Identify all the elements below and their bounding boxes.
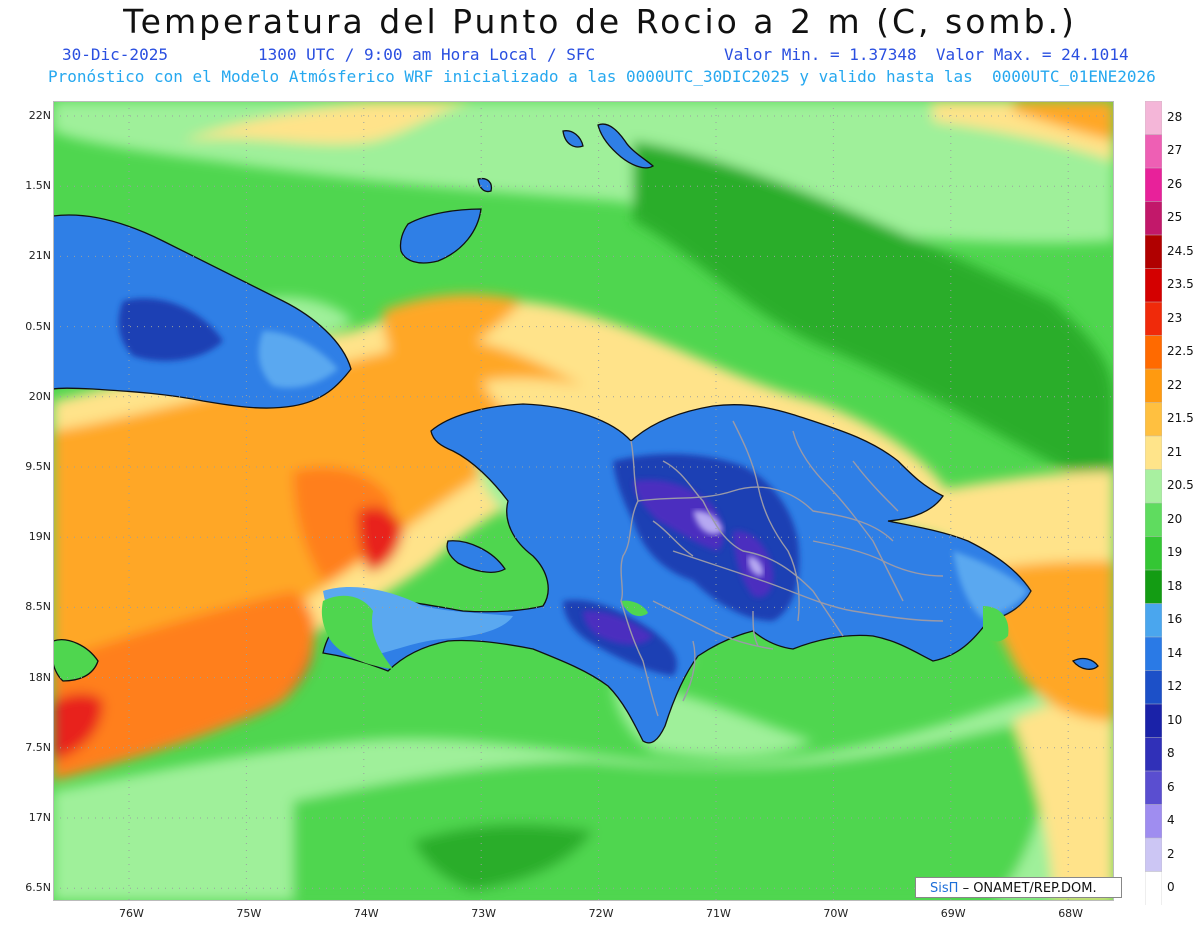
longitude-label: 72W bbox=[588, 907, 614, 920]
longitude-label: 70W bbox=[823, 907, 849, 920]
colorbar-swatch bbox=[1145, 569, 1162, 605]
system-logo-text: SisΠ bbox=[930, 881, 959, 896]
latitude-label: 20N bbox=[28, 389, 51, 403]
longitude-label: 74W bbox=[353, 907, 379, 920]
colorbar-swatch bbox=[1145, 234, 1162, 270]
colorbar-label: 21 bbox=[1167, 444, 1183, 459]
colorbar-label: 0 bbox=[1167, 880, 1175, 895]
credit-box: SisΠ – ONAMET/REP.DOM. bbox=[915, 877, 1122, 898]
colorbar-swatch bbox=[1145, 301, 1162, 337]
longitude-label: 68W bbox=[1058, 907, 1084, 920]
colorbar-label: 6 bbox=[1167, 779, 1175, 794]
colorbar-label: 12 bbox=[1167, 679, 1183, 694]
latitude-label: 8.5N bbox=[25, 600, 51, 614]
longitude-label: 76W bbox=[119, 907, 144, 920]
colorbar-swatch bbox=[1145, 268, 1162, 303]
colorbar-swatch bbox=[1145, 435, 1162, 471]
colorbar-swatch bbox=[1145, 502, 1162, 538]
colorbar-swatch bbox=[1145, 101, 1162, 136]
latitude-label: 22N bbox=[28, 109, 51, 122]
colorbar-label: 16 bbox=[1167, 612, 1183, 627]
min-max-values: Valor Min. = 1.37348 Valor Max. = 24.101… bbox=[724, 45, 1129, 64]
gonave-island bbox=[446, 540, 506, 573]
colorbar-label: 22.5 bbox=[1167, 344, 1194, 359]
province-borders bbox=[620, 420, 944, 717]
latitude-label: 0.5N bbox=[25, 319, 51, 333]
colorbar-swatch bbox=[1145, 134, 1162, 169]
latitude-label: 1.5N bbox=[25, 179, 51, 193]
colorbar-label: 20 bbox=[1167, 511, 1183, 526]
dewpoint-colorbar bbox=[1145, 101, 1162, 905]
latitude-label: 17N bbox=[28, 811, 51, 824]
colorbar-label: 21.5 bbox=[1167, 411, 1194, 426]
longitude-label: 71W bbox=[706, 907, 731, 920]
colorbar-label: 2 bbox=[1167, 846, 1175, 861]
colorbar-label: 28 bbox=[1167, 109, 1183, 124]
colorbar-label: 20.5 bbox=[1167, 478, 1194, 493]
colorbar-swatch bbox=[1145, 536, 1162, 571]
colorbar-swatch bbox=[1145, 603, 1162, 638]
colorbar-swatch bbox=[1145, 703, 1162, 739]
colorbar-swatch bbox=[1145, 335, 1162, 370]
colorbar-label: 27 bbox=[1167, 143, 1183, 158]
latitude-label: 18N bbox=[28, 670, 51, 684]
latitude-label: 19N bbox=[28, 530, 51, 544]
latitude-label: 6.5N bbox=[25, 881, 51, 895]
colorbar-swatch bbox=[1145, 402, 1162, 437]
colorbar-label: 23 bbox=[1167, 310, 1183, 325]
turks-caicos-islands bbox=[597, 123, 655, 169]
latitude-label: 21N bbox=[28, 249, 51, 263]
map-title: Temperatura del Punto de Rocio a 2 m (C,… bbox=[123, 2, 1077, 41]
colorbar-swatch bbox=[1145, 636, 1162, 672]
colorbar-label: 4 bbox=[1167, 813, 1175, 828]
colorbar-label: 19 bbox=[1167, 545, 1183, 560]
forecast-info: Pronóstico con el Modelo Atmósferico WRF… bbox=[48, 67, 1156, 86]
colorbar-swatch bbox=[1145, 670, 1162, 705]
colorbar-label: 25 bbox=[1167, 210, 1183, 225]
graticule bbox=[53, 101, 1114, 901]
longitude-label: 75W bbox=[236, 907, 262, 920]
colorbar-swatch bbox=[1145, 201, 1162, 236]
colorbar-label: 23.5 bbox=[1167, 277, 1194, 292]
colorbar-label: 18 bbox=[1167, 578, 1183, 593]
colorbar-label: 8 bbox=[1167, 746, 1175, 761]
colorbar-label: 14 bbox=[1167, 645, 1183, 660]
valid-date: 30-Dic-2025 bbox=[62, 45, 168, 64]
hispaniola-island bbox=[321, 403, 1032, 744]
latitude-label: 7.5N bbox=[25, 740, 51, 754]
colorbar-swatch bbox=[1145, 167, 1162, 203]
colorbar-label: 10 bbox=[1167, 712, 1183, 727]
colorbar-swatch bbox=[1145, 737, 1162, 772]
colorbar-swatch bbox=[1145, 368, 1162, 404]
colorbar-label: 24.5 bbox=[1167, 243, 1194, 258]
colorbar-swatch bbox=[1145, 871, 1162, 905]
agency-credit: – ONAMET/REP.DOM. bbox=[962, 881, 1097, 896]
dewpoint-map bbox=[53, 101, 1114, 901]
inagua-island bbox=[399, 208, 482, 264]
valid-time: 1300 UTC / 9:00 am Hora Local / SFC bbox=[258, 45, 596, 64]
latitude-label: 9.5N bbox=[25, 460, 51, 473]
longitude-label: 69W bbox=[940, 907, 966, 920]
colorbar-label: 22 bbox=[1167, 377, 1183, 392]
colorbar-swatch bbox=[1145, 770, 1162, 806]
longitude-label: 73W bbox=[471, 907, 497, 920]
colorbar-label: 26 bbox=[1167, 176, 1183, 191]
colorbar-swatch bbox=[1145, 837, 1162, 873]
colorbar-swatch bbox=[1145, 469, 1162, 504]
colorbar-swatch bbox=[1145, 804, 1162, 839]
